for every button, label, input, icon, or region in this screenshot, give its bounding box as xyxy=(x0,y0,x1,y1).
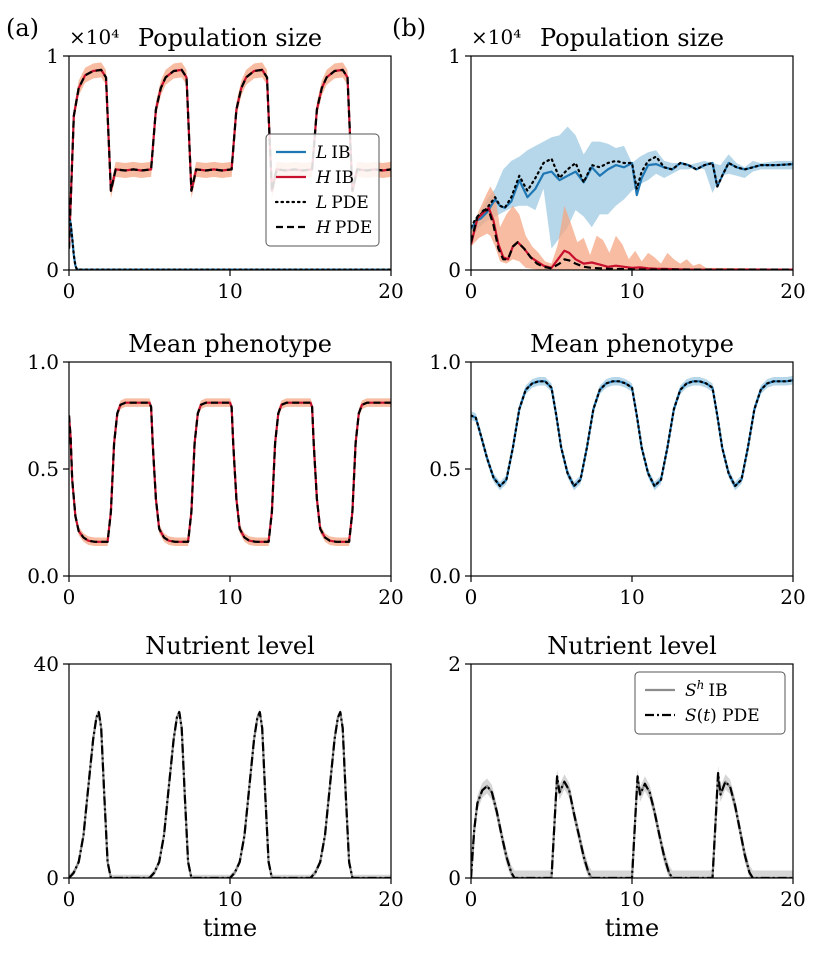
series-l-pde xyxy=(471,155,793,229)
panel-b3: Nutrient level 0 10 20 0 2 time Sh IB S(t) PDE xyxy=(448,632,805,942)
x-axis-label: time xyxy=(605,914,659,942)
band-l-ib-band xyxy=(471,126,793,249)
y-tick-label: 0.5 xyxy=(27,457,59,481)
panel-title: Mean phenotype xyxy=(530,330,734,358)
legend-box xyxy=(634,671,786,735)
panel-a2: Mean phenotype 0 10 20 0.0 0.5 1.0 xyxy=(27,330,404,609)
x-tick-label: 20 xyxy=(780,279,805,303)
plot-area xyxy=(471,126,793,270)
x-tick-label: 10 xyxy=(619,585,644,609)
x-tick-label: 0 xyxy=(465,279,478,303)
legend-entry-label: H IB xyxy=(315,168,354,188)
x-tick-label: 10 xyxy=(217,279,242,303)
panel-title: Nutrient level xyxy=(145,632,315,660)
band-h-ib-band xyxy=(471,186,793,270)
x-tick-label: 20 xyxy=(780,887,805,911)
y-tick-label: 1.0 xyxy=(429,350,461,374)
plot-area xyxy=(69,398,391,546)
legend-entry-label: S(t) PDE xyxy=(685,706,760,726)
x-tick-label: 0 xyxy=(465,887,478,911)
series-l-pde xyxy=(471,379,793,488)
x-tick-label: 10 xyxy=(217,887,242,911)
y-tick-label: 2 xyxy=(448,652,461,676)
x-tick-label: 20 xyxy=(378,887,403,911)
series-s-t-pde xyxy=(471,772,793,878)
plot-area xyxy=(471,765,793,878)
y-tick-label: 40 xyxy=(34,652,59,676)
x-tick-label: 0 xyxy=(63,887,76,911)
x-tick-label: 20 xyxy=(378,279,403,303)
panel-label-a: (a) xyxy=(6,14,39,42)
panel-title: Population size xyxy=(138,24,322,52)
plot-area xyxy=(69,708,391,878)
legend-entry-label: Sh IB xyxy=(685,678,728,701)
y-tick-label: 0 xyxy=(448,258,461,282)
panel-b1: Population size 0 10 20 0 1 ×10⁴ xyxy=(448,24,805,303)
x-tick-label: 0 xyxy=(63,585,76,609)
panel-a1: Population size 0 10 20 0 1 ×10⁴ L IB H IB L PDE H PDE xyxy=(46,24,403,303)
panel-title: Nutrient level xyxy=(547,632,717,660)
legend-entry-label: L PDE xyxy=(315,193,369,213)
legend-entry-label: H PDE xyxy=(315,218,372,238)
y-tick-label: 1 xyxy=(46,44,59,68)
panel-a3: Nutrient level 0 10 20 0 40 time xyxy=(34,632,404,942)
series-s-t-pde xyxy=(69,711,391,878)
x-tick-label: 10 xyxy=(619,279,644,303)
legend: Sh IB S(t) PDE xyxy=(634,671,786,735)
x-tick-label: 0 xyxy=(465,585,478,609)
y-tick-label: 1.0 xyxy=(27,350,59,374)
x-tick-label: 10 xyxy=(217,585,242,609)
y-tick-label: 0 xyxy=(46,866,59,890)
panel-label-b: (b) xyxy=(392,14,426,42)
legend: L IB H IB L PDE H PDE xyxy=(265,133,380,247)
x-tick-label: 0 xyxy=(63,279,76,303)
band-l-ib xyxy=(471,375,793,491)
y-tick-label: 0.0 xyxy=(27,564,59,588)
panel-b2: Mean phenotype 0 10 20 0.0 0.5 1.0 xyxy=(429,330,806,609)
legend-box xyxy=(265,133,380,247)
x-tick-label: 20 xyxy=(780,585,805,609)
x-axis-label: time xyxy=(203,914,257,942)
y-tick-label: 0.5 xyxy=(429,457,461,481)
y-tick-label: 1 xyxy=(448,44,461,68)
x-tick-label: 10 xyxy=(619,887,644,911)
plot-area xyxy=(471,375,793,491)
y-tick-label: 0 xyxy=(448,866,461,890)
y-tick-label: 0.0 xyxy=(429,564,461,588)
y-multiplier: ×10⁴ xyxy=(471,25,521,49)
panel-title: Mean phenotype xyxy=(128,330,332,358)
y-multiplier: ×10⁴ xyxy=(69,25,119,49)
series-l-ib xyxy=(471,379,793,488)
x-tick-label: 20 xyxy=(378,585,403,609)
series-s-h-ib xyxy=(69,711,391,878)
axes-frame xyxy=(68,663,392,879)
series-h-pde xyxy=(69,401,391,543)
y-tick-label: 0 xyxy=(46,258,59,282)
panel-title: Population size xyxy=(540,24,724,52)
series-h-pde xyxy=(69,68,391,249)
legend-entry-label: L IB xyxy=(315,143,351,163)
